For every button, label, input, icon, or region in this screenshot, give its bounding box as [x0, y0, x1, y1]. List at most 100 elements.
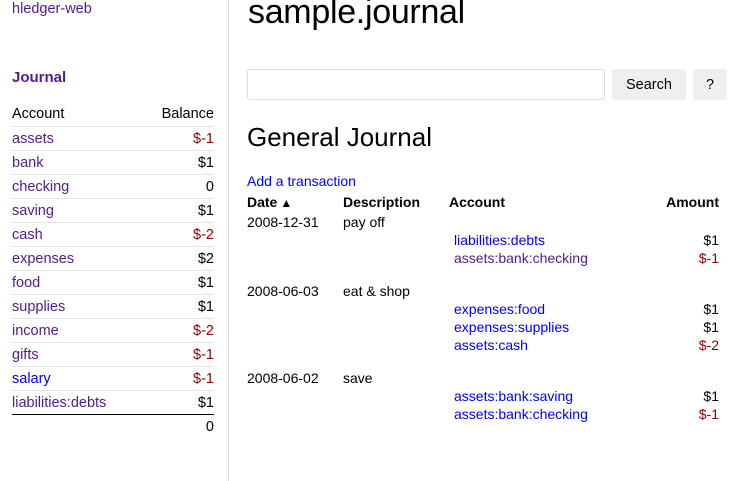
transaction-description: save [343, 370, 373, 386]
posting-account-cell: expenses:supplies [449, 318, 639, 336]
account-link-food[interactable]: food [12, 274, 41, 291]
search-button[interactable]: Search [612, 69, 686, 100]
posting-date-spacer [247, 231, 343, 249]
account-row: saving $1 [12, 198, 214, 223]
account-row: supplies $1 [12, 294, 214, 319]
account-balances-table: Account Balance assets $-1 bank $1 checking 0… [12, 105, 214, 438]
posting-account-link[interactable]: liabilities:debts [454, 232, 546, 248]
account-name-cell: assets [12, 126, 142, 151]
posting-account-link[interactable]: assets:bank:checking [454, 250, 588, 266]
posting-row: expenses:supplies $1 [247, 318, 719, 336]
account-column-header: Account [449, 194, 505, 210]
posting-account-cell: liabilities:debts [449, 231, 639, 249]
account-row: checking 0 [12, 174, 214, 199]
account-link-assets[interactable]: assets [12, 130, 54, 147]
transaction-description: eat & shop [343, 283, 410, 299]
posting-amount-cell: $1 [703, 301, 719, 317]
account-table-header-row: Account Balance [12, 105, 214, 127]
search-bar: Search ? [247, 69, 728, 100]
posting-amount-cell: $1 [703, 388, 719, 404]
posting-date-spacer [247, 336, 343, 354]
account-link-bank[interactable]: bank [12, 154, 44, 171]
posting-row: assets:bank:checking $-1 [247, 405, 719, 423]
account-name-cell: supplies [12, 294, 142, 319]
journal-table-header-row: Date ▲ Description Account Amount [247, 194, 719, 213]
account-name-cell: salary [12, 366, 142, 391]
account-name-cell: cash [12, 222, 142, 247]
account-link-cash[interactable]: cash [12, 226, 43, 243]
account-name-cell: expenses [12, 246, 142, 271]
posting-account-cell: expenses:food [449, 300, 639, 318]
account-link-expenses[interactable]: expenses [12, 250, 75, 267]
posting-amount-cell: $1 [703, 232, 719, 248]
account-balance-cell: $-2 [141, 222, 214, 247]
date-column-header[interactable]: Date ▲ [247, 194, 343, 213]
posting-account-cell: assets:cash [449, 336, 639, 354]
account-balance-cell: $-2 [141, 318, 214, 343]
account-link-liabilities-debts[interactable]: liabilities:debts [12, 394, 107, 411]
main-content: sample.journal Search ? General Journal … [230, 0, 742, 481]
posting-account-cell: assets:bank:saving [449, 387, 639, 405]
account-link-saving[interactable]: saving [12, 202, 54, 219]
account-balance-cell: $-1 [141, 366, 214, 391]
account-row: salary $-1 [12, 366, 214, 391]
page-title: sample.journal [248, 0, 465, 31]
general-journal-table: Date ▲ Description Account Amount 2008-12… [247, 194, 719, 423]
posting-account-link[interactable]: assets:cash [454, 337, 528, 353]
account-balance-cell: $1 [141, 198, 214, 223]
transaction-date: 2008-06-03 [247, 283, 319, 299]
account-total-row: 0 [12, 414, 214, 438]
account-link-supplies[interactable]: supplies [12, 298, 66, 315]
account-name-cell: saving [12, 198, 142, 223]
posting-row: assets:bank:saving $1 [247, 387, 719, 405]
sort-ascending-icon: ▲ [280, 196, 293, 210]
posting-description-spacer [343, 336, 449, 354]
posting-row: assets:cash $-2 [247, 336, 719, 354]
posting-description-spacer [343, 318, 449, 336]
date-column-label: Date [247, 194, 278, 210]
account-link-salary[interactable]: salary [12, 370, 51, 387]
posting-description-spacer [343, 231, 449, 249]
account-name-cell: gifts [12, 342, 142, 367]
posting-account-link[interactable]: assets:bank:checking [454, 406, 588, 422]
posting-account-link[interactable]: expenses:food [454, 301, 546, 317]
posting-account-link[interactable]: expenses:supplies [454, 319, 570, 335]
account-row: assets $-1 [12, 126, 214, 151]
posting-amount-cell: $1 [703, 319, 719, 335]
spacer-cell [247, 354, 719, 369]
transaction-row: 2008-06-02 save [247, 369, 719, 387]
account-balance-cell: $1 [141, 390, 214, 415]
account-row: gifts $-1 [12, 342, 214, 367]
posting-account-cell: assets:bank:checking [449, 405, 639, 423]
transaction-date: 2008-12-31 [247, 214, 319, 230]
account-link-checking[interactable]: checking [12, 178, 70, 195]
total-balance-cell: 0 [141, 414, 214, 438]
posting-account-link[interactable]: assets:bank:saving [454, 388, 574, 404]
posting-row: assets:bank:checking $-1 [247, 249, 719, 267]
brand-link[interactable]: hledger-web [12, 1, 92, 17]
posting-date-spacer [247, 249, 343, 267]
posting-date-spacer [247, 318, 343, 336]
account-balance-cell: $1 [141, 150, 214, 175]
posting-description-spacer [343, 300, 449, 318]
posting-amount-cell: $-1 [698, 250, 719, 266]
posting-amount-cell: $-2 [698, 337, 719, 353]
transaction-row: 2008-12-31 pay off [247, 213, 719, 231]
search-input[interactable] [247, 69, 605, 100]
posting-description-spacer [343, 249, 449, 267]
account-link-gifts[interactable]: gifts [12, 346, 39, 363]
sidebar-item-journal[interactable]: Journal [12, 69, 67, 86]
account-balance-cell: $2 [141, 246, 214, 271]
posting-account-cell: assets:bank:checking [449, 249, 639, 267]
transaction-date: 2008-06-02 [247, 370, 319, 386]
account-balance-cell: $-1 [141, 126, 214, 151]
help-button[interactable]: ? [692, 69, 728, 100]
balance-column-header: Balance [161, 106, 214, 122]
transaction-spacer [247, 267, 719, 282]
account-link-income[interactable]: income [12, 322, 59, 339]
posting-date-spacer [247, 405, 343, 423]
add-transaction-link[interactable]: Add a transaction [247, 173, 356, 189]
transaction-row: 2008-06-03 eat & shop [247, 282, 719, 300]
account-row: expenses $2 [12, 246, 214, 271]
